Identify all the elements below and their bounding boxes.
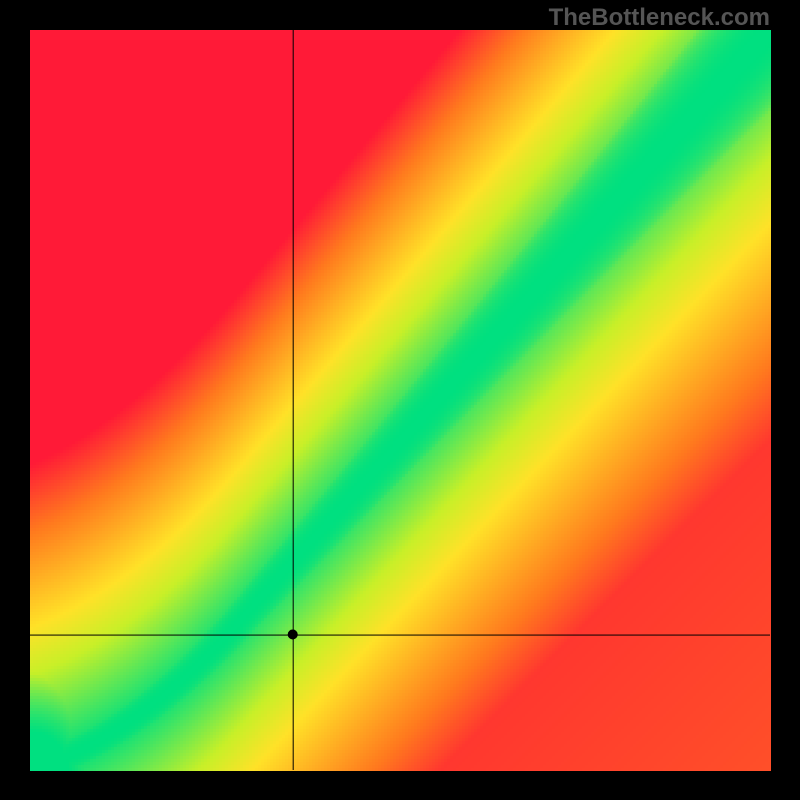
watermark-text: TheBottleneck.com [549,4,770,32]
heatmap-canvas [0,0,800,800]
chart-container: TheBottleneck.com [0,0,800,800]
